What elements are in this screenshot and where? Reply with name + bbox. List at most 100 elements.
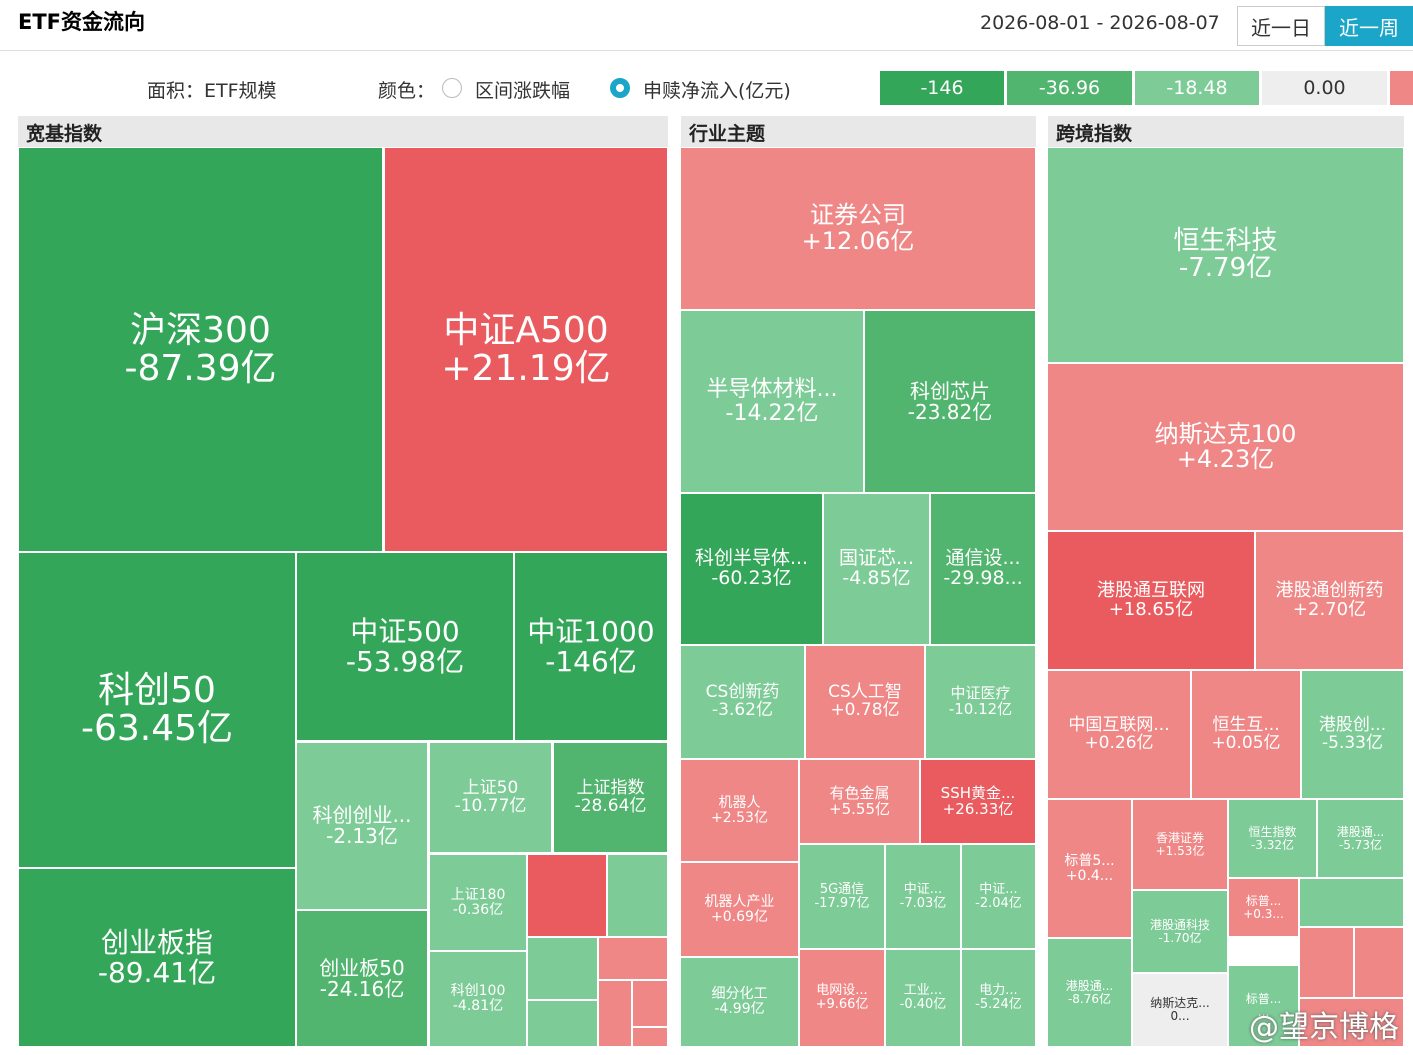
tile-value: -8.76亿: [1067, 991, 1112, 1006]
tile-value: -10.12亿: [948, 700, 1013, 718]
tile[interactable]: 港股创... -5.33亿: [1302, 671, 1403, 798]
tile-small[interactable]: [599, 938, 667, 979]
tile[interactable]: 标普......: [1229, 966, 1298, 1046]
tile[interactable]: 纳斯达克100 +4.23亿: [1048, 364, 1403, 530]
tile-name: 港股通科技: [1149, 917, 1210, 932]
tile[interactable]: 中证... -7.03亿: [886, 845, 960, 948]
tile[interactable]: CS人工智 +0.78亿: [806, 646, 924, 758]
tile-small[interactable]: [1355, 928, 1403, 997]
tile[interactable]: 中证500 -53.98亿: [297, 553, 513, 740]
tile-small[interactable]: [599, 981, 631, 1046]
tile[interactable]: 标普... +0.3...: [1229, 879, 1298, 936]
tile[interactable]: 中证... -2.04亿: [962, 845, 1035, 948]
tile[interactable]: 证券公司 +12.06亿: [681, 148, 1035, 309]
tile[interactable]: 半导体材料... -14.22亿: [681, 311, 863, 492]
tile-small[interactable]: [528, 855, 606, 936]
tile[interactable]: 科创芯片 -23.82亿: [865, 311, 1035, 492]
tile[interactable]: 恒生指数 -3.32亿: [1229, 800, 1316, 877]
tile[interactable]: 机器人产业 +0.69亿: [681, 863, 798, 956]
tile[interactable]: 创业板指 -89.41亿: [19, 869, 295, 1046]
tile[interactable]: 上证50 -10.77亿: [430, 743, 551, 852]
tile-value: -63.45亿: [80, 708, 234, 749]
tile-value: -87.39亿: [124, 347, 277, 389]
tile[interactable]: 通信设... -29.98...: [931, 494, 1035, 644]
tile-name: 中证500: [350, 615, 460, 649]
tile[interactable]: 恒生科技 -7.79亿: [1048, 148, 1403, 362]
tile[interactable]: 中证A500 +21.19亿: [385, 148, 667, 551]
tile-small[interactable]: [1300, 879, 1403, 926]
tile[interactable]: 标普5... +0.4...: [1048, 800, 1131, 937]
tile-value: -10.77亿: [454, 795, 527, 816]
tile[interactable]: CS创新药 -3.62亿: [681, 646, 804, 758]
tile-small[interactable]: [1300, 999, 1403, 1046]
tile-value: +2.53亿: [711, 809, 768, 826]
tile-value: -29.98...: [943, 567, 1023, 589]
tile-small[interactable]: [608, 855, 667, 936]
tile-value: -3.32亿: [1250, 837, 1295, 852]
tile[interactable]: 上证180 -0.36亿: [430, 855, 526, 950]
tile-name: 中证...: [903, 881, 943, 897]
tile-name: 5G通信: [819, 881, 865, 897]
tile-value: +5.55亿: [829, 799, 890, 818]
tile-value: -5.24亿: [975, 997, 1022, 1012]
tile[interactable]: 中证医疗 -10.12亿: [926, 646, 1035, 758]
tile-value: +9.66亿: [815, 997, 869, 1012]
tile[interactable]: 港股通创新药 +2.70亿: [1256, 532, 1403, 669]
tile-value: +1.53亿: [1155, 843, 1205, 858]
tile[interactable]: 科创半导体... -60.23亿: [681, 494, 822, 644]
radio-selected[interactable]: [610, 78, 630, 98]
radio-label[interactable]: 区间涨跌幅: [475, 80, 571, 102]
tile[interactable]: 港股通科技 -1.70亿: [1133, 891, 1227, 972]
tile[interactable]: 工业... -0.40亿: [886, 950, 960, 1046]
legend-item: 0.00: [1262, 71, 1387, 105]
tile[interactable]: 上证指数 -28.64亿: [554, 743, 667, 852]
tile-value: -89.41亿: [97, 955, 217, 989]
radio[interactable]: [442, 78, 462, 98]
tile[interactable]: 机器人 +2.53亿: [681, 760, 798, 861]
tile[interactable]: 港股通... -5.73亿: [1318, 800, 1403, 877]
tile-name: 港股通创新药: [1275, 579, 1384, 601]
tile-name: 中证A500: [443, 309, 609, 351]
tile-name: CS创新药: [705, 682, 780, 703]
tile[interactable]: 港股通... -8.76亿: [1048, 939, 1131, 1046]
tile[interactable]: 科创100 -4.81亿: [430, 952, 526, 1046]
tile-name: 机器人产业: [704, 893, 775, 910]
tile[interactable]: 电力... -5.24亿: [962, 950, 1035, 1046]
tile[interactable]: 纳斯达克... 0...: [1133, 974, 1227, 1046]
divider: [0, 50, 1413, 51]
section-title: 行业主题: [681, 116, 1036, 147]
radio-label[interactable]: 申赎净流入(亿元): [643, 80, 791, 102]
tile[interactable]: 国证芯... -4.85亿: [824, 494, 929, 644]
tile-small[interactable]: [528, 1001, 597, 1046]
tile-name: 港股通...: [1065, 978, 1114, 993]
tile-small[interactable]: [633, 981, 667, 1026]
area-label: 面积：ETF规模: [147, 80, 277, 102]
tile[interactable]: 科创50 -63.45亿: [19, 553, 295, 867]
tile-small[interactable]: [1300, 928, 1353, 997]
tile[interactable]: 香港证券 +1.53亿: [1133, 800, 1227, 889]
tile-value: -14.22亿: [725, 400, 819, 426]
tile[interactable]: 中国互联网... +0.26亿: [1048, 671, 1190, 798]
tile[interactable]: 中证1000 -146亿: [515, 553, 667, 740]
tile[interactable]: 科创创业... -2.13亿: [297, 743, 427, 909]
tile-value: -7.79亿: [1178, 253, 1273, 283]
tile-small[interactable]: [633, 1028, 667, 1046]
tile[interactable]: SSH黄金... +26.33亿: [921, 760, 1035, 843]
tile[interactable]: 电网设... +9.66亿: [800, 950, 884, 1046]
tile[interactable]: 5G通信 -17.97亿: [800, 845, 884, 948]
tile[interactable]: 港股通互联网 +18.65亿: [1048, 532, 1254, 669]
tile[interactable]: 细分化工 -4.99亿: [681, 958, 798, 1046]
tab-active[interactable]: 近一周: [1325, 6, 1413, 46]
tile-name: 科创100: [450, 983, 506, 1000]
tile-name: 科创芯片: [910, 378, 990, 403]
tile[interactable]: 有色金属 +5.55亿: [800, 760, 919, 843]
tile[interactable]: 恒生互... +0.05亿: [1192, 671, 1300, 798]
tile[interactable]: 创业板50 -24.16亿: [297, 911, 427, 1046]
tab[interactable]: 近一日: [1237, 6, 1325, 46]
tile-name: 恒生指数: [1248, 824, 1297, 839]
legend-swatch: [1390, 71, 1413, 105]
tile-small[interactable]: [528, 938, 597, 999]
tile-name: 科创50: [98, 670, 216, 712]
tile[interactable]: 沪深300 -87.39亿: [19, 148, 382, 551]
tile-name: 中证1000: [527, 615, 655, 649]
